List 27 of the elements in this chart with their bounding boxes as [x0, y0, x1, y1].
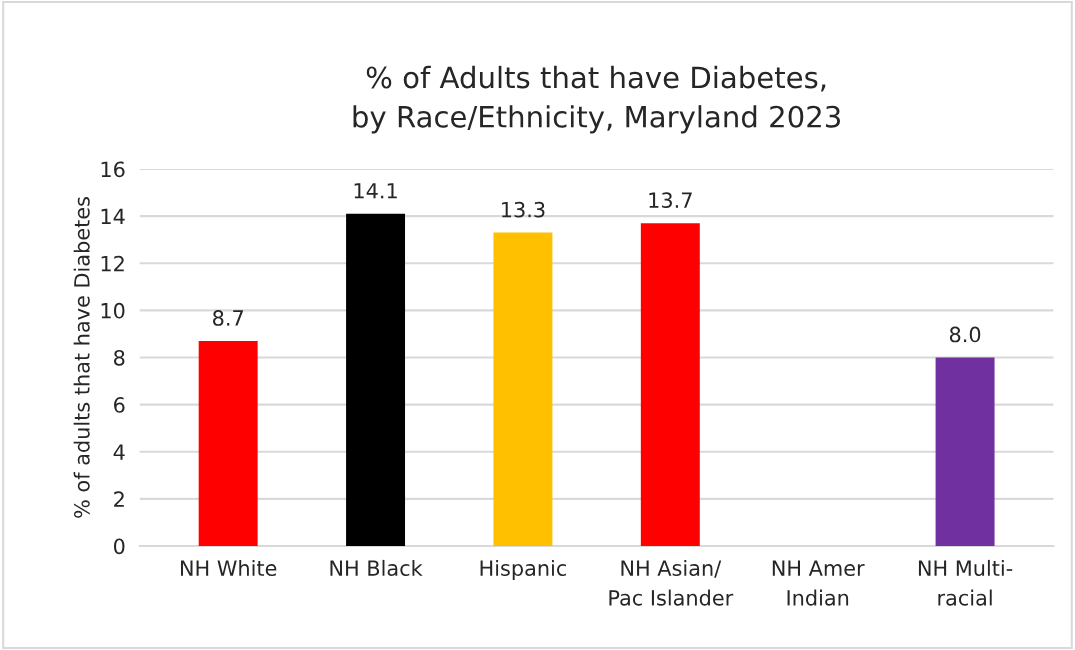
data-label: 8.0	[949, 326, 981, 343]
y-tick-label: 16	[101, 161, 125, 178]
y-tick-label: 12	[101, 255, 124, 272]
x-tick-label: NH White	[181, 559, 277, 577]
y-tick-label: 6	[114, 397, 125, 413]
bar	[198, 341, 258, 546]
x-tick-label: NH Black	[330, 559, 423, 577]
data-label: 14.1	[354, 183, 397, 199]
bar	[640, 223, 700, 546]
bar	[935, 357, 995, 546]
y-tick-label: 8	[114, 349, 125, 366]
data-label: 8.7	[213, 310, 243, 326]
y-tick-label: 4	[113, 444, 125, 460]
x-tick-label: Hispanic	[480, 559, 567, 581]
y-tick-label: 14	[101, 208, 125, 225]
chart-title: % of Adults that have Diabetes, by Race/Ethnicity, Maryland 2023	[353, 65, 840, 134]
x-tick-label: NH Asian/ Pac Islander	[609, 559, 734, 606]
y-tick-label: 0	[113, 538, 125, 555]
data-label: 13.3	[502, 201, 545, 218]
x-tick-label: NH Multi- racial	[918, 559, 1013, 606]
y-tick-label: 10	[101, 302, 125, 319]
data-label: 13.7	[649, 192, 692, 209]
bar	[493, 232, 553, 546]
y-tick-label: 2	[114, 491, 124, 507]
bar	[346, 213, 406, 546]
x-tick-label: NH Amer Indian	[772, 560, 865, 606]
y-axis-title: % of adults that have Diabetes	[73, 197, 90, 518]
